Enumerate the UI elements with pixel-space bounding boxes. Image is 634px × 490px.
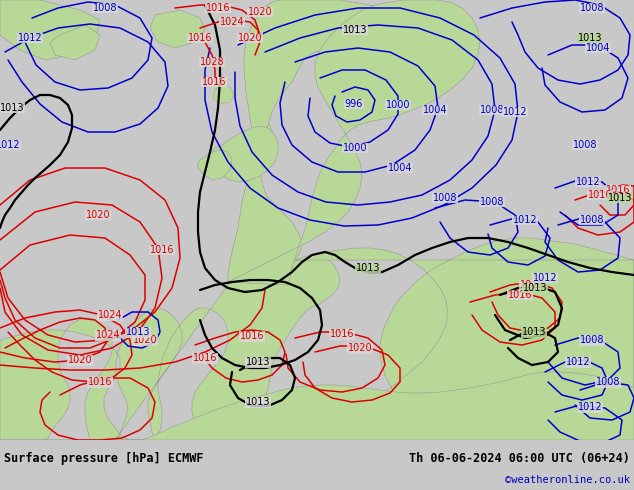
- Polygon shape: [228, 0, 425, 295]
- Text: 1008: 1008: [433, 193, 457, 203]
- Text: 1024: 1024: [98, 310, 122, 320]
- Text: 1016: 1016: [206, 3, 230, 13]
- Text: 1016: 1016: [202, 77, 226, 87]
- Polygon shape: [212, 126, 278, 182]
- Text: 1004: 1004: [586, 43, 611, 53]
- Text: 1013: 1013: [126, 327, 150, 337]
- Text: 1020: 1020: [347, 343, 372, 353]
- Text: 1012: 1012: [578, 402, 602, 412]
- Text: 1012: 1012: [533, 273, 557, 283]
- Text: 1020: 1020: [248, 7, 273, 17]
- Text: 1012: 1012: [18, 33, 42, 43]
- Text: 1013: 1013: [356, 263, 380, 273]
- Text: 1008: 1008: [480, 105, 504, 115]
- Text: 1013: 1013: [343, 25, 367, 35]
- Text: 1000: 1000: [343, 143, 367, 153]
- Polygon shape: [150, 10, 205, 48]
- Text: 1012: 1012: [503, 107, 527, 117]
- Polygon shape: [295, 238, 634, 440]
- Text: 1028: 1028: [200, 57, 224, 67]
- Text: 1020: 1020: [86, 210, 110, 220]
- Text: 1013: 1013: [608, 193, 632, 203]
- Text: 996: 996: [345, 99, 363, 109]
- Polygon shape: [0, 258, 340, 440]
- Text: 1000: 1000: [385, 100, 410, 110]
- Text: 1008: 1008: [579, 215, 604, 225]
- Text: 1016: 1016: [193, 353, 217, 363]
- Polygon shape: [50, 25, 100, 60]
- Text: 1004: 1004: [423, 105, 447, 115]
- Text: 1016: 1016: [188, 33, 212, 43]
- Text: 1008: 1008: [579, 335, 604, 345]
- Text: 1013: 1013: [578, 33, 602, 43]
- Text: Surface pressure [hPa] ECMWF: Surface pressure [hPa] ECMWF: [4, 451, 204, 465]
- Polygon shape: [213, 85, 234, 104]
- Polygon shape: [228, 0, 480, 285]
- Text: 1013: 1013: [246, 357, 270, 367]
- Text: 1013: 1013: [246, 397, 270, 407]
- Polygon shape: [222, 122, 272, 178]
- Polygon shape: [0, 0, 100, 60]
- Polygon shape: [198, 150, 232, 180]
- Text: 1008: 1008: [579, 3, 604, 13]
- Text: 1013: 1013: [522, 327, 547, 337]
- Text: 1012: 1012: [0, 140, 20, 150]
- Text: 1016: 1016: [87, 377, 112, 387]
- Text: 1016: 1016: [330, 329, 354, 339]
- Text: 1012: 1012: [566, 357, 590, 367]
- Text: Th 06-06-2024 06:00 UTC (06+24): Th 06-06-2024 06:00 UTC (06+24): [409, 451, 630, 465]
- Polygon shape: [208, 148, 234, 175]
- Text: ©weatheronline.co.uk: ©weatheronline.co.uk: [505, 475, 630, 485]
- Text: 1020: 1020: [133, 335, 157, 345]
- Text: 1024: 1024: [96, 330, 120, 340]
- Text: 1024: 1024: [220, 17, 244, 27]
- Text: 1016: 1016: [508, 290, 533, 300]
- Text: 1004: 1004: [388, 163, 412, 173]
- Text: 1013: 1013: [0, 103, 24, 113]
- Text: 1016: 1016: [588, 190, 612, 200]
- Text: 1008: 1008: [596, 377, 620, 387]
- Text: 1016: 1016: [520, 280, 544, 290]
- Text: 1016: 1016: [240, 331, 264, 341]
- Text: 1008: 1008: [480, 197, 504, 207]
- Text: 1020: 1020: [68, 355, 93, 365]
- Text: 1008: 1008: [573, 140, 597, 150]
- Text: 1016: 1016: [605, 185, 630, 195]
- Text: 1012: 1012: [576, 177, 600, 187]
- Text: 1016: 1016: [150, 245, 174, 255]
- Polygon shape: [0, 372, 634, 440]
- Text: 1013: 1013: [523, 283, 547, 293]
- Text: 1020: 1020: [238, 33, 262, 43]
- Text: 1008: 1008: [93, 3, 117, 13]
- Text: 1012: 1012: [513, 215, 537, 225]
